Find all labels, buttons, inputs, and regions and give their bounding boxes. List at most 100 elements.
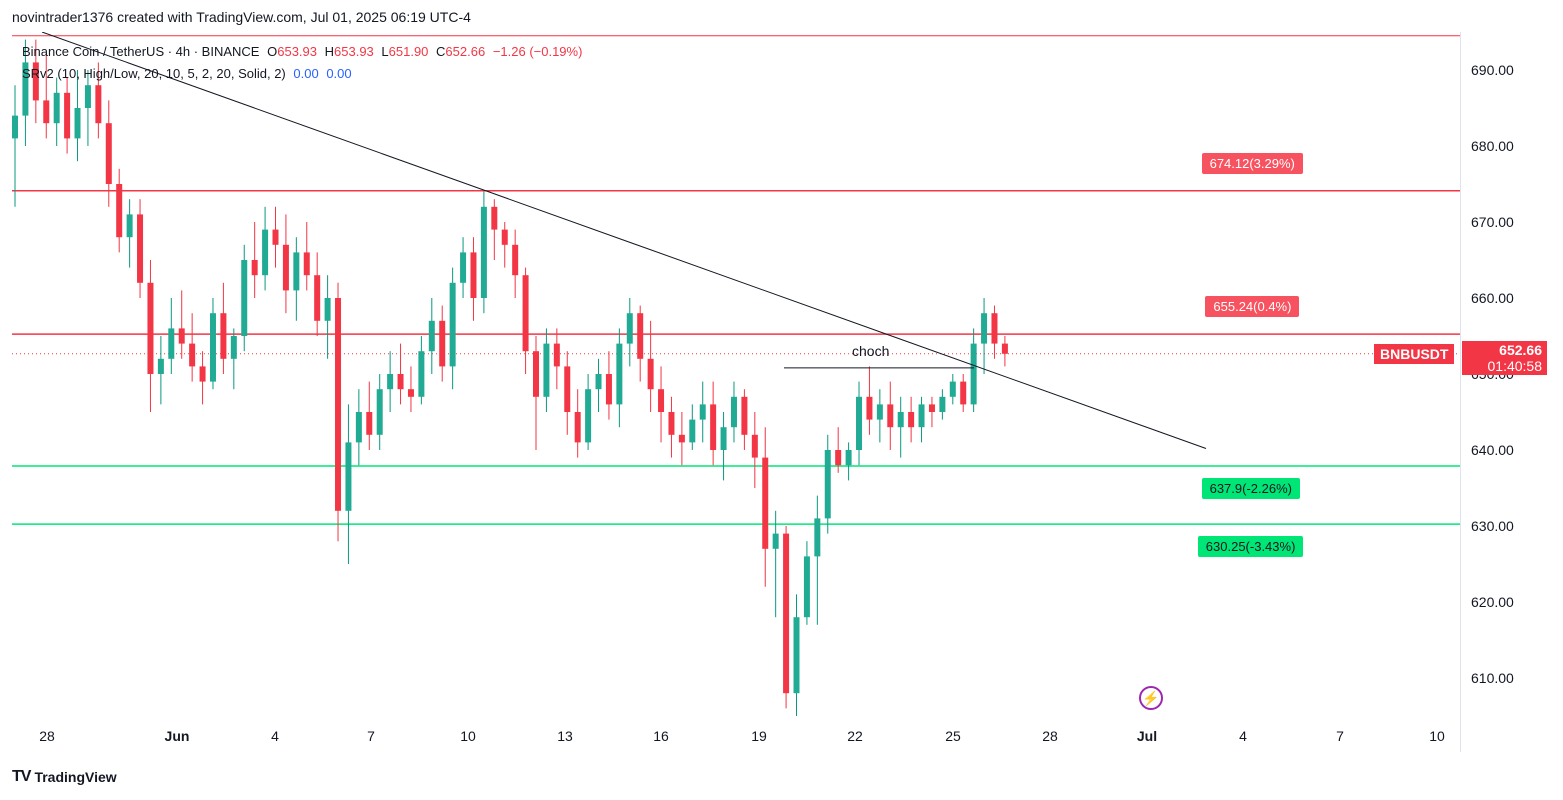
candle-body	[626, 313, 633, 344]
legend-h-label: H	[324, 44, 335, 59]
candle-body	[668, 412, 675, 435]
chart-svg[interactable]	[12, 32, 1460, 752]
candle-body	[324, 298, 331, 321]
candle-body	[522, 275, 529, 352]
candle-body	[314, 275, 321, 321]
candle-body	[710, 404, 717, 450]
candle-body	[720, 427, 727, 450]
candle-body	[178, 328, 185, 344]
candle-body	[22, 62, 29, 116]
candle-body	[105, 123, 112, 184]
legend-indicator[interactable]: SRv2 (10, High/Low, 20, 10, 5, 2, 20, So…	[22, 66, 356, 81]
candle-body	[866, 396, 873, 420]
candle-body	[741, 396, 748, 435]
level-label-box[interactable]: 655.24(0.4%)	[1205, 296, 1300, 318]
candle-body	[835, 450, 842, 466]
candle-body	[293, 252, 300, 291]
candle-body	[303, 252, 310, 276]
flash-icon[interactable]: ⚡	[1139, 686, 1163, 710]
x-axis-tick: 19	[751, 728, 767, 744]
candle-body	[241, 260, 248, 336]
candle-body	[730, 396, 737, 428]
candle-body	[981, 313, 988, 344]
candle-body	[470, 252, 477, 298]
candle-body	[418, 351, 425, 397]
candle-body	[12, 115, 18, 139]
x-axis-tick: 25	[945, 728, 961, 744]
candle-body	[480, 206, 487, 298]
legend-ohlc: Binance Coin / TetherUS · 4h · BINANCE O…	[22, 44, 586, 59]
candle-body	[428, 320, 435, 352]
x-axis-tick: 7	[1336, 728, 1344, 744]
created-by-text: novintrader1376 created with TradingView…	[12, 9, 471, 25]
candle-body	[116, 184, 123, 238]
candle-body	[282, 244, 289, 291]
candle-body	[95, 85, 102, 124]
indicator-value-1: 0.00	[293, 66, 319, 81]
candle-body	[699, 404, 706, 420]
candle-body	[189, 343, 196, 367]
x-axis-tick: 10	[1429, 728, 1445, 744]
candle-body	[991, 313, 998, 344]
candle-body	[564, 366, 571, 412]
y-axis-tick: 680.00	[1471, 138, 1514, 154]
legend-c-value: 652.66	[445, 44, 486, 59]
tradingview-brand: TradingView	[34, 769, 117, 785]
candle-body	[814, 518, 821, 557]
candle-body	[84, 85, 91, 108]
candle-body	[335, 298, 342, 511]
candle-body	[783, 533, 790, 694]
tradingview-footer[interactable]: TV TradingView	[12, 768, 117, 786]
symbol-tag: BNBUSDT	[1374, 343, 1455, 364]
x-axis-tick: Jul	[1136, 728, 1158, 744]
candle-body	[407, 389, 414, 397]
legend-o-value: 653.93	[277, 44, 317, 59]
x-axis-tick: Jun	[164, 728, 190, 744]
candle-body	[605, 374, 612, 405]
candle-body	[157, 358, 164, 374]
trendline	[41, 32, 1207, 449]
candle-body	[585, 389, 592, 443]
level-label-box[interactable]: 674.12(3.29%)	[1201, 152, 1303, 174]
y-axis-tick: 620.00	[1471, 594, 1514, 610]
candle-body	[574, 412, 581, 443]
candle-body	[689, 419, 696, 443]
legend-l-label: L	[381, 44, 389, 59]
x-axis-tick: 13	[557, 728, 573, 744]
chart-area[interactable]	[12, 32, 1461, 752]
candle-body	[64, 92, 71, 139]
current-price-tag: 652.66 01:40:58	[1462, 340, 1547, 375]
indicator-value-2: 0.00	[326, 66, 352, 81]
x-axis-tick: 28	[39, 728, 55, 744]
candle-body	[595, 374, 602, 390]
candle-body	[53, 92, 60, 124]
candle-body	[501, 229, 508, 245]
candle-body	[147, 282, 154, 374]
y-axis-tick: 660.00	[1471, 290, 1514, 306]
candle-body	[199, 366, 206, 382]
level-label-box[interactable]: 637.9(-2.26%)	[1201, 477, 1300, 499]
y-axis-tick: 610.00	[1471, 670, 1514, 686]
candle-body	[637, 313, 644, 359]
x-axis-tick: 16	[653, 728, 669, 744]
candle-body	[856, 396, 863, 450]
current-price-value: 652.66	[1499, 341, 1542, 358]
level-label-box[interactable]: 630.25(-3.43%)	[1197, 536, 1304, 558]
candle-body	[1001, 343, 1008, 354]
candle-body	[272, 229, 279, 245]
candle-body	[387, 374, 394, 390]
candle-body	[439, 320, 446, 367]
candle-body	[553, 343, 560, 367]
candle-body	[512, 244, 519, 276]
candle-body	[32, 62, 39, 101]
candle-body	[376, 389, 383, 435]
candle-body	[845, 450, 852, 466]
x-axis-tick: 7	[367, 728, 375, 744]
candle-body	[970, 343, 977, 405]
candle-body	[824, 450, 831, 519]
x-axis-tick: 4	[271, 728, 279, 744]
legend-l-value: 651.90	[388, 44, 429, 59]
y-axis-tick: 630.00	[1471, 518, 1514, 534]
tradingview-logo-icon: TV	[12, 768, 31, 785]
candle-body	[658, 389, 665, 412]
